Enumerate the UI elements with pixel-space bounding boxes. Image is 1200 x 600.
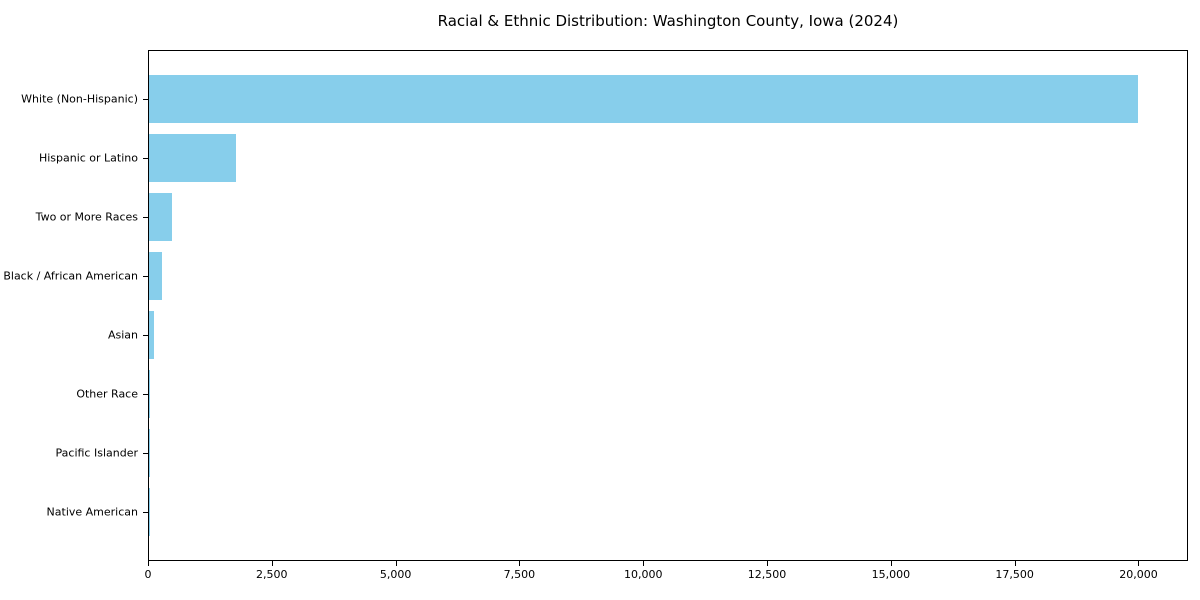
x-tick	[643, 561, 645, 566]
bar	[149, 251, 162, 300]
y-axis-label: Two or More Races	[35, 210, 138, 224]
x-tick-label: 0	[144, 568, 152, 581]
y-axis-label: Pacific Islander	[55, 446, 138, 460]
bar	[149, 74, 1138, 123]
y-axis-label: Hispanic or Latino	[38, 151, 138, 165]
x-tick-label: 17,500	[995, 568, 1034, 581]
x-tick-label: 7,500	[503, 568, 536, 581]
y-tick	[143, 157, 148, 159]
bars-container	[149, 51, 1187, 560]
x-tick	[519, 561, 521, 566]
x-tick	[1138, 561, 1140, 566]
x-tick-label: 5,000	[379, 568, 412, 581]
y-axis: White (Non-Hispanic) Hispanic or Latino Tw…	[0, 50, 148, 561]
bar-row	[149, 246, 1187, 305]
bar-row	[149, 424, 1187, 483]
bar-row	[149, 365, 1187, 424]
bar-row	[149, 69, 1187, 128]
y-tick	[143, 98, 148, 100]
x-tick	[1014, 561, 1016, 566]
x-tick	[890, 561, 892, 566]
x-tick-label: 12,500	[747, 568, 787, 581]
y-tick	[143, 275, 148, 277]
y-axis-label: Native American	[46, 505, 138, 519]
bar-row	[149, 483, 1187, 542]
y-axis-label: Other Race	[76, 387, 138, 401]
x-tick-label: 15,000	[871, 568, 911, 581]
y-axis-label: Asian	[107, 328, 138, 342]
bar	[149, 192, 172, 241]
x-tick-label: 20,000	[1119, 568, 1158, 581]
x-tick-label: 2,500	[256, 568, 288, 581]
bar-row	[149, 306, 1187, 365]
y-tick	[143, 335, 148, 337]
x-tick	[767, 561, 769, 566]
bar	[149, 311, 155, 359]
bar-row	[149, 187, 1187, 246]
y-axis-label: White (Non-Hispanic)	[21, 92, 138, 106]
chart-title: Racial & Ethnic Distribution: Washington…	[437, 12, 899, 30]
y-tick	[143, 512, 148, 514]
x-axis: 0 2,500 5,000 7,500 10,000 12,500 15,000 17,500…	[144, 561, 1188, 591]
bar-row	[149, 128, 1187, 187]
bar	[149, 133, 236, 182]
y-tick	[143, 453, 148, 455]
x-tick	[148, 561, 149, 566]
bar	[149, 370, 151, 419]
x-tick	[271, 561, 273, 566]
y-tick	[143, 394, 148, 396]
y-axis-label: Black / African American	[3, 269, 138, 283]
plot-area	[148, 50, 1188, 561]
x-tick-label: 10,000	[623, 568, 663, 581]
x-tick	[395, 561, 397, 566]
y-tick	[143, 216, 148, 218]
